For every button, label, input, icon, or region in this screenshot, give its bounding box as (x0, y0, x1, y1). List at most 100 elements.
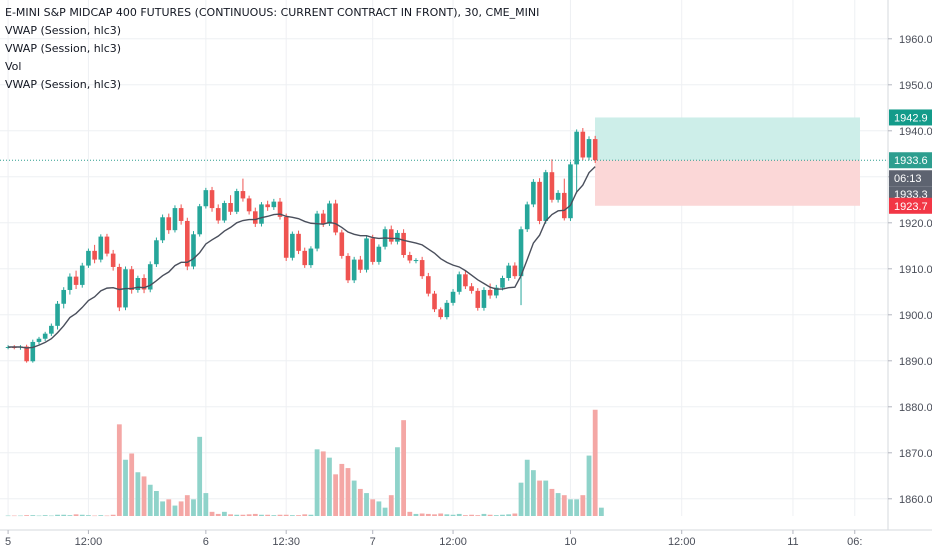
price-tick-label: 1950.0 (899, 80, 932, 92)
candle-body (79, 265, 85, 285)
candle-body (561, 192, 567, 219)
candle-body (67, 276, 73, 290)
volume-bar (351, 480, 357, 516)
risk-reward-zones[interactable] (595, 117, 860, 206)
candle-body (36, 338, 42, 342)
volume-bar (11, 515, 17, 517)
volume-bar (104, 515, 110, 517)
candle-body (469, 286, 474, 291)
volume-bar (574, 499, 580, 516)
candle-body (178, 208, 184, 221)
target-price-badge-bg (889, 109, 932, 126)
volume-bar (5, 515, 11, 517)
candle-body (197, 206, 202, 235)
volume-bar (592, 409, 598, 516)
volume-bar (407, 511, 413, 516)
candle-body (24, 346, 29, 362)
volume-bar (296, 515, 301, 516)
candle-body (314, 213, 320, 249)
volume-bar (444, 514, 450, 516)
bar-timer-badge: 06:13 (894, 173, 922, 185)
volume-bar (234, 514, 240, 516)
symbol-title[interactable]: E-MINI S&P MIDCAP 400 FUTURES (CONTINUOU… (5, 6, 540, 19)
volume-bar (586, 455, 592, 516)
volume-bar (265, 514, 271, 516)
candle-body (42, 333, 48, 339)
volume-bar (166, 499, 172, 516)
candle-body (166, 217, 172, 231)
candle-body (426, 276, 431, 294)
indicator-vwap-2[interactable]: VWAP (Session, hlc3) (5, 42, 122, 55)
volume-bar (42, 515, 48, 516)
candle-body (234, 191, 240, 212)
volume-bar (580, 495, 586, 516)
candle-body (450, 291, 456, 303)
candle-body (574, 131, 579, 165)
price-tick-label: 1910.0 (899, 264, 932, 276)
candle-body (277, 201, 283, 217)
indicator-vwap-3[interactable]: VWAP (Session, hlc3) (5, 78, 122, 91)
time-axis[interactable]: 5 12:00 6 12:30 7 12:00 10 12:00 11 06: (0, 529, 932, 548)
volume-bar (246, 514, 252, 516)
volume-bar (388, 495, 394, 516)
candle-body (475, 290, 481, 308)
candle-body (49, 325, 54, 334)
entry-price-badge-bg (889, 152, 932, 169)
stop-price-badge: 1923.7 (894, 201, 928, 213)
time-tick-label: 06: (847, 536, 862, 548)
candle-body (444, 302, 450, 318)
time-tick-label: 12:00 (668, 536, 696, 548)
volume-bar (500, 514, 505, 516)
indicator-vwap-1[interactable]: VWAP (Session, hlc3) (5, 24, 122, 37)
candle-body (524, 204, 530, 230)
volume-bar (221, 511, 227, 516)
candle-body (86, 250, 91, 266)
time-tick-label: 11 (787, 536, 798, 548)
volume-bar (487, 514, 493, 516)
candle-body (481, 289, 487, 308)
candle-body (308, 248, 314, 266)
candle-body (358, 259, 363, 270)
candle-body (586, 139, 592, 158)
candle-body (419, 260, 425, 277)
candle-body (395, 232, 400, 242)
indicator-vol[interactable]: Vol (5, 60, 22, 73)
candle-body (110, 253, 116, 267)
volume-bar (561, 495, 567, 516)
volume-bars (5, 409, 604, 517)
volume-bar (395, 447, 400, 516)
volume-bar (110, 514, 116, 516)
volume-bar (512, 513, 518, 516)
candle-body (302, 250, 308, 266)
volume-bar (308, 514, 314, 516)
vwap-line (8, 166, 596, 349)
candle-body (30, 341, 36, 362)
volume-bar (320, 451, 326, 516)
candle-body (147, 264, 153, 290)
target-zone (595, 117, 860, 161)
price-tick-label: 1960.0 (899, 34, 932, 46)
candle-body (185, 220, 190, 267)
volume-bar (172, 505, 178, 516)
volume-bar (333, 474, 339, 516)
candle-body (388, 229, 394, 242)
candle-body (61, 289, 67, 304)
price-tick-label: 1860.0 (899, 494, 932, 506)
candle-body (456, 274, 462, 292)
volume-bar (61, 514, 67, 516)
candle-body (209, 190, 215, 209)
volume-bar (376, 501, 382, 516)
volume-bar (370, 499, 376, 516)
candle-body (117, 266, 122, 308)
volume-bar (18, 515, 23, 517)
candle-body (290, 233, 295, 258)
candle-body (129, 269, 134, 290)
candle-body (203, 190, 209, 207)
candle-body (580, 131, 586, 158)
candlesticks (5, 128, 598, 363)
candle-body (512, 265, 518, 277)
target-price-badge: 1942.9 (894, 112, 928, 124)
price-axis[interactable]: 1860.0 1870.0 1880.0 1890.0 1900.0 1910.0 1920… (887, 0, 932, 530)
candle-body (401, 232, 406, 255)
